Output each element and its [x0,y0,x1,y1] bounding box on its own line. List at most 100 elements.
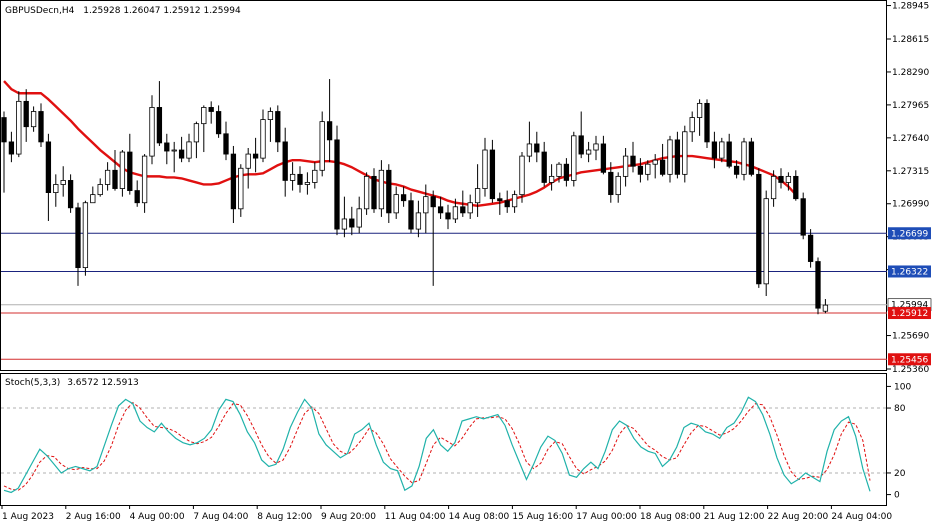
time-tick-label: 22 Aug 20:00 [768,512,829,522]
price-tick-label: 1.28290 [892,68,929,78]
candle [97,178,103,197]
time-tick-label: 18 Aug 08:00 [640,512,701,522]
candle [201,105,207,153]
candle-body [53,184,59,193]
candle-body [112,169,118,189]
candle [526,121,533,163]
candle [304,172,311,195]
candle [208,101,214,124]
candle-body [319,121,325,171]
candle-body [349,218,355,228]
candles [1,79,829,315]
candle-body [770,175,777,200]
candle-body [208,107,214,112]
time-tick-label: 2 Aug 16:00 [66,512,121,522]
time-tick-label: 15 Aug 16:00 [512,512,573,522]
candle [807,229,814,268]
candle-body [371,175,377,210]
candle [215,105,222,138]
candle [452,198,459,224]
candle [45,133,52,221]
candle-body [60,180,66,185]
time-axis: 1 Aug 2023 2 Aug 16:00 4 Aug 00:00 7 Aug 04… [1,505,892,522]
candle-body [282,141,288,181]
candle-body [104,169,111,185]
candle [90,186,96,204]
candle [223,121,229,161]
candle [430,190,436,286]
candle [763,190,769,297]
candle-body [682,131,688,175]
ma-line [3,80,797,207]
candle [674,131,681,179]
candle-body [645,163,651,175]
candle-body [519,155,525,196]
horizontal-levels [1,232,887,360]
candle [282,127,288,197]
candle-body [30,111,37,128]
candle-body [615,175,621,196]
candle-body [430,196,436,208]
candle-body [156,107,163,144]
candle-body [134,190,140,204]
candle [437,196,444,219]
candle-body [341,218,348,230]
candle-body [275,111,281,143]
candle [334,125,340,236]
candle [164,133,170,165]
stoch-panel-frame [0,373,887,506]
price-tag-bg [888,227,931,240]
candle [178,136,185,163]
candle-body [171,149,177,152]
candle [326,79,333,163]
candle-body [622,155,629,177]
candle-body [326,121,333,141]
candle-body [630,155,636,167]
price-tick-label: 1.28945 [892,2,929,12]
candle [171,141,177,173]
candle-body [756,173,762,285]
candle-body [452,206,459,220]
candle [400,186,407,207]
candle [600,135,607,175]
candle [238,164,244,217]
candle [704,99,710,148]
candle [504,190,510,213]
price-tag: 1.25912 [888,307,931,320]
candle [30,106,37,132]
stoch-label: Stoch(5,3,3) [5,378,60,388]
candle [38,103,44,147]
time-tick-label: 24 Aug 04:00 [831,512,892,522]
stoch-tick-label: 80 [894,404,906,414]
candle [682,125,688,183]
price-tag-label: 1.25912 [891,309,928,319]
candle [474,164,481,217]
candle-body [267,111,274,121]
candle [748,137,755,177]
candle [726,133,732,169]
candle [793,170,799,201]
stoch-main-line [3,396,871,494]
candle [67,174,74,213]
candle [467,194,473,219]
candle [778,168,784,189]
candle [267,107,274,142]
candle [741,137,747,181]
candle [534,131,540,163]
candle [822,299,829,314]
candle-body [726,141,732,167]
price-tick-label: 1.26990 [892,200,929,210]
price-panel-frame [0,0,887,371]
candle [16,91,22,158]
candle-body [741,141,747,175]
candle [230,145,237,224]
stoch-tick-label: 0 [894,491,900,501]
candle [289,162,296,191]
candle-body [423,196,429,214]
candle-body [119,151,126,189]
candle [415,200,422,238]
candle [563,158,570,187]
candle-body [23,100,29,128]
